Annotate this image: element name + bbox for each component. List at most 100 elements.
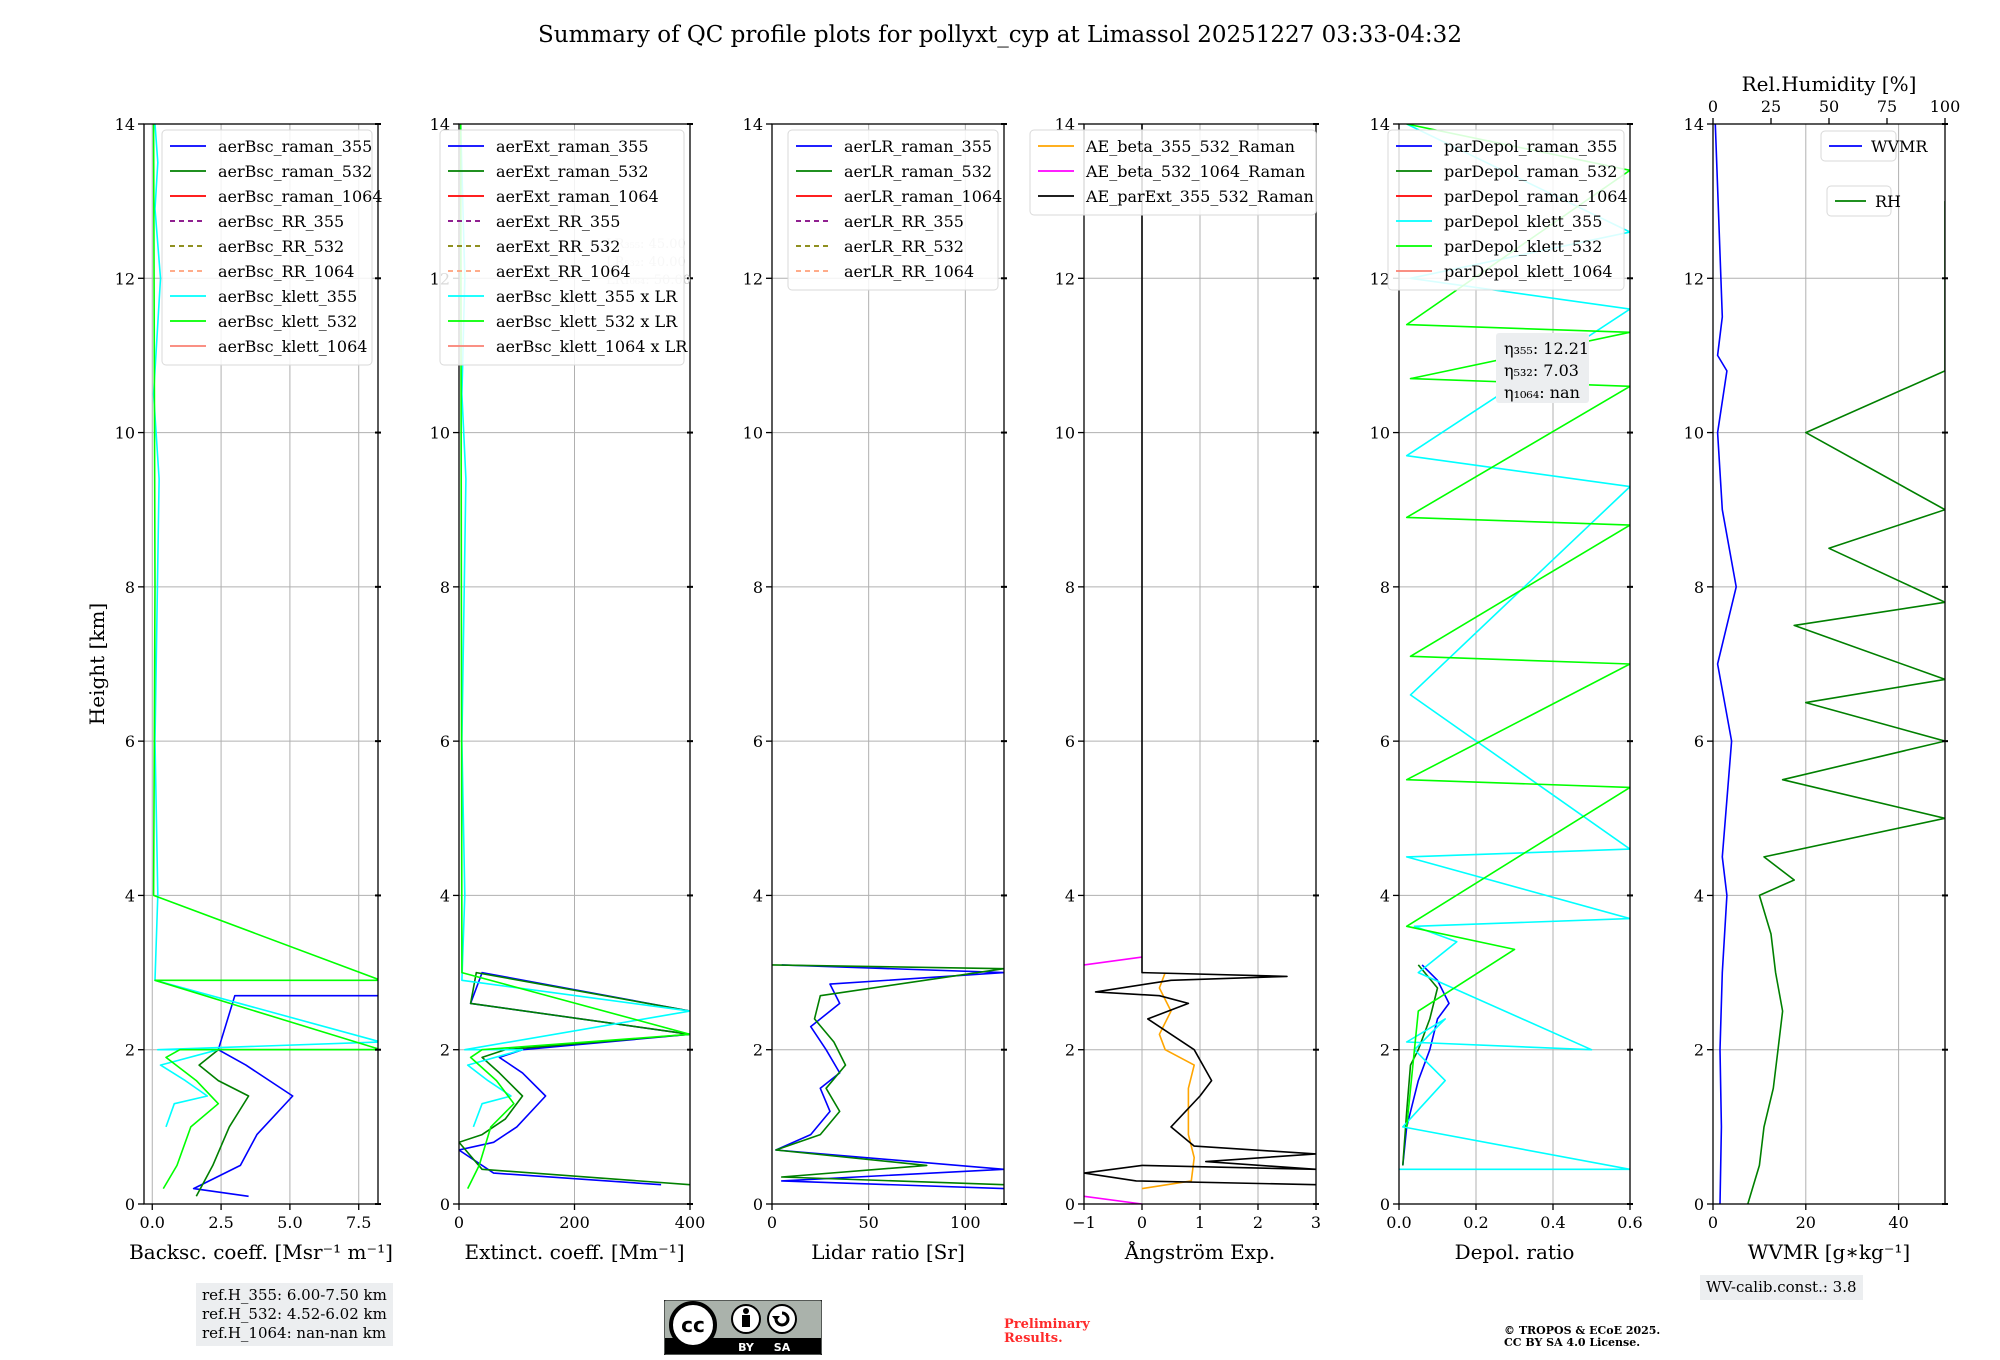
x-tick-label: 7.5: [346, 1213, 371, 1232]
y-tick-label: 2: [125, 1041, 135, 1060]
y-tick-label: 6: [1380, 732, 1390, 751]
series-line-aerbsc-raman-532: [195, 1048, 378, 1197]
top-x-tick-label: 50: [1819, 97, 1839, 116]
x-tick-label: 2.5: [208, 1213, 233, 1232]
y-tick-label: 2: [753, 1041, 763, 1060]
y-tick-label: 4: [440, 886, 450, 905]
legend-label-aerbsc-rr-532: aerBsc_RR_532: [218, 237, 344, 256]
y-tick-label: 8: [125, 578, 135, 597]
series-line-aerbsc-klett-532-x-lr: [459, 124, 690, 1189]
x-tick-label: 2: [1253, 1213, 1263, 1232]
wv-calibration-box: WV-calib.const.: 3.8: [1700, 1275, 1863, 1300]
y-tick-label: 10: [1055, 424, 1075, 443]
legend: RH: [1826, 185, 1901, 217]
series-line-aerext-raman-532: [459, 971, 690, 1186]
legend-label-pardepol-raman-355: parDepol_raman_355: [1444, 137, 1617, 156]
legend: aerLR_raman_355 aerLR_raman_532 aerLR_rama…: [787, 129, 1002, 291]
legend-label-aerext-raman-1064: aerExt_raman_1064: [496, 187, 659, 206]
y-tick-label: 14: [1055, 115, 1075, 134]
x-tick-label: 0: [1708, 1213, 1718, 1232]
legend-label-aerbsc-klett-532: aerBsc_klett_532: [218, 312, 357, 331]
x-axis-label: WVMR [g∗kg⁻¹]: [1748, 1240, 1910, 1264]
y-tick-label: 4: [125, 886, 135, 905]
y-tick-label: 2: [1694, 1041, 1704, 1060]
legend-label-aerlr-rr-355: aerLR_RR_355: [844, 212, 964, 231]
legend-label-pardepol-raman-532: parDepol_raman_532: [1444, 162, 1617, 181]
series-line-wvmr: [1714, 124, 1737, 1204]
y-tick-label: 10: [430, 424, 450, 443]
legend-label-ae-parext-355-532-raman: AE_parExt_355_532_Raman: [1085, 187, 1314, 206]
series-line-rh: [1747, 201, 1945, 1204]
x-axis-label: Extinct. coeff. [Mm⁻¹]: [464, 1240, 684, 1264]
y-tick-label: 14: [430, 115, 450, 134]
y-tick-label: 8: [440, 578, 450, 597]
legend-box: [787, 129, 999, 291]
series-line-aerlr-raman-532: [772, 964, 1004, 1186]
x-tick-label: 0: [767, 1213, 777, 1232]
y-tick-label: 6: [1065, 732, 1075, 751]
y-tick-label: 14: [115, 115, 135, 134]
x-tick-label: 100: [950, 1213, 981, 1232]
legend-label-aerbsc-raman-532: aerBsc_raman_532: [218, 162, 372, 181]
y-tick-label: 2: [440, 1041, 450, 1060]
y-tick-label: 6: [1694, 732, 1704, 751]
x-axis-label: Depol. ratio: [1455, 1240, 1575, 1264]
legend-label-aerbsc-rr-1064: aerBsc_RR_1064: [218, 262, 354, 281]
figure-title: Summary of QC profile plots for pollyxt_…: [538, 22, 1462, 48]
y-tick-label: 12: [1370, 269, 1390, 288]
y-tick-label: 12: [1055, 269, 1075, 288]
legend-label-aerbsc-klett-532-x-lr: aerBsc_klett_532 x LR: [496, 312, 678, 331]
x-tick-label: 0.0: [1386, 1213, 1411, 1232]
top-x-axis-label: Rel.Humidity [%]: [1742, 72, 1917, 96]
top-x-tick-label: 75: [1877, 97, 1897, 116]
eta-annotation: η₅₃₂: 7.03: [1504, 361, 1579, 380]
ref-height-532: ref.H_532: 4.52-6.02 km: [202, 1305, 387, 1323]
preliminary-line-2: Results.: [1004, 1331, 1063, 1346]
top-x-tick-label: 25: [1761, 97, 1781, 116]
wv-calibration-constant: WV-calib.const.: 3.8: [1706, 1278, 1857, 1296]
cc-license-badge: cc BY SA: [664, 1300, 822, 1355]
y-tick-label: 6: [125, 732, 135, 751]
y-tick-label: 12: [743, 269, 763, 288]
x-tick-label: 0.6: [1617, 1213, 1642, 1232]
y-tick-label: 12: [115, 269, 135, 288]
legend-box: [161, 129, 373, 366]
reference-height-box: ref.H_355: 6.00-7.50 km ref.H_532: 4.52-…: [196, 1283, 393, 1346]
x-tick-label: 400: [675, 1213, 706, 1232]
y-tick-label: 0: [1380, 1195, 1390, 1214]
y-tick-label: 12: [1684, 269, 1704, 288]
y-tick-label: 6: [753, 732, 763, 751]
y-tick-label: 10: [1370, 424, 1390, 443]
x-tick-label: 0: [1137, 1213, 1147, 1232]
legend: aerBsc_raman_355 aerBsc_raman_532 aerBsc_r…: [161, 129, 383, 366]
cc-text: cc: [681, 1313, 705, 1337]
x-tick-label: 3: [1311, 1213, 1321, 1232]
legend-label-aerext-raman-355: aerExt_raman_355: [496, 137, 649, 156]
legend: parDepol_raman_355 parDepol_raman_532 parD…: [1387, 129, 1628, 291]
x-tick-label: 20: [1796, 1213, 1816, 1232]
legend-label-pardepol-klett-532: parDepol_klett_532: [1444, 237, 1602, 256]
top-x-tick-label: 100: [1930, 97, 1961, 116]
y-tick-label: 8: [1065, 578, 1075, 597]
y-tick-label: 10: [1684, 424, 1704, 443]
x-tick-label: 0.4: [1540, 1213, 1565, 1232]
legend-label-aerlr-raman-1064: aerLR_raman_1064: [844, 187, 1002, 206]
legend: WVMR: [1820, 130, 1928, 162]
x-tick-label: 0: [454, 1213, 464, 1232]
copyright-line-2: CC BY SA 4.0 License.: [1504, 1336, 1641, 1349]
legend-label-aerlr-rr-1064: aerLR_RR_1064: [844, 262, 974, 281]
series-line-ae-beta-355-532-raman: [1141, 972, 1195, 1190]
plot-frame: [1712, 123, 1946, 1205]
plot-frame: [1398, 123, 1631, 1205]
legend-label-aerext-rr-532: aerExt_RR_532: [496, 237, 620, 256]
y-tick-label: 2: [1380, 1041, 1390, 1060]
copyright-line-1: © TROPOS & ECoE 2025.: [1504, 1324, 1661, 1337]
by-label: BY: [738, 1341, 755, 1354]
y-tick-label: 14: [1370, 115, 1390, 134]
cc-icon: [669, 1301, 717, 1349]
x-axis-label: Lidar ratio [Sr]: [811, 1240, 965, 1264]
ref-height-355: ref.H_355: 6.00-7.50 km: [202, 1286, 387, 1304]
